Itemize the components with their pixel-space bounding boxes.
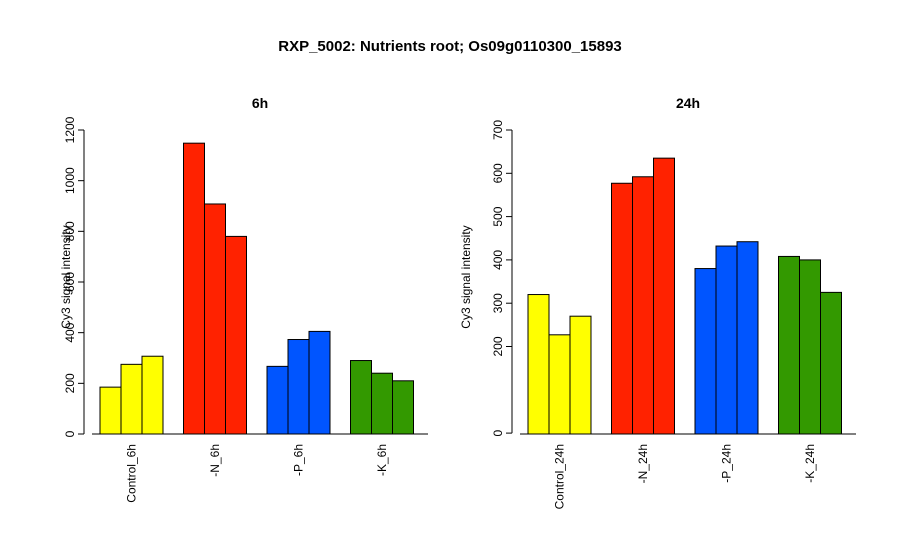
panel1-bar — [141, 355, 164, 435]
panel1-category-label: -P_6h — [292, 444, 306, 476]
panel1-bar — [350, 360, 372, 435]
panel1-bar — [225, 235, 247, 435]
panel2-bar — [694, 268, 717, 435]
panel2-bar — [799, 259, 821, 435]
panel2-category-label: -K_24h — [803, 444, 817, 483]
panel1-bar — [371, 372, 393, 435]
panel1-bar — [308, 330, 331, 435]
panel2-y-tick-label: 700 — [491, 120, 505, 140]
panel1-bar — [392, 380, 414, 435]
panel1-bar — [183, 142, 205, 435]
panel2-category-label: Control_24h — [553, 444, 567, 509]
panel1-y-tick-label: 200 — [63, 373, 77, 393]
panel1-y-tick-label: 1000 — [63, 167, 77, 194]
panel2-bar — [715, 245, 738, 435]
panel2-bar — [527, 294, 550, 435]
panel2-y-tick-label: 600 — [491, 163, 505, 183]
panel2-category-label: -N_24h — [636, 444, 650, 483]
panel2-y-label: Cy3 signal intensity — [459, 225, 473, 328]
panel2-title: 24h — [676, 95, 700, 111]
panel1-category-label: Control_6h — [125, 444, 139, 503]
panel1-y-tick-label: 0 — [63, 430, 77, 437]
panel2-bar — [653, 157, 675, 435]
panel2-bar — [569, 315, 592, 435]
figure-title: RXP_5002: Nutrients root; Os09g0110300_1… — [278, 38, 622, 55]
panel2-bar — [778, 255, 800, 435]
panel1-title: 6h — [252, 95, 268, 111]
panel2-bar — [820, 291, 842, 435]
panel1-y-tick-label: 800 — [63, 221, 77, 241]
panel1-bar — [204, 203, 226, 435]
panel2-y-tick-label: 300 — [491, 293, 505, 313]
panel1-category-label: -K_6h — [375, 444, 389, 476]
panel1-bar — [99, 386, 122, 435]
panel2-bar — [632, 176, 654, 435]
panel2-bar — [548, 334, 571, 435]
panel2-bar — [611, 182, 633, 435]
panel2-y-tick-label: 0 — [491, 429, 505, 436]
panel1-y-tick-label: 600 — [63, 272, 77, 292]
panel1-bar — [120, 363, 143, 435]
panel1-bar — [266, 365, 289, 435]
panel1-y-label: Cy3 signal intensity — [59, 225, 73, 328]
panel1-y-tick-label: 400 — [63, 322, 77, 342]
panel1-bar — [287, 339, 310, 435]
panel1-y-tick-label: 1200 — [63, 116, 77, 143]
panel2-y-tick-label: 400 — [491, 250, 505, 270]
panel2-bar — [736, 241, 759, 435]
panel1-category-label: -N_6h — [208, 444, 222, 477]
panel2-y-tick-label: 500 — [491, 206, 505, 226]
panel2-y-tick-label: 200 — [491, 336, 505, 356]
panel2-category-label: -P_24h — [720, 444, 734, 483]
